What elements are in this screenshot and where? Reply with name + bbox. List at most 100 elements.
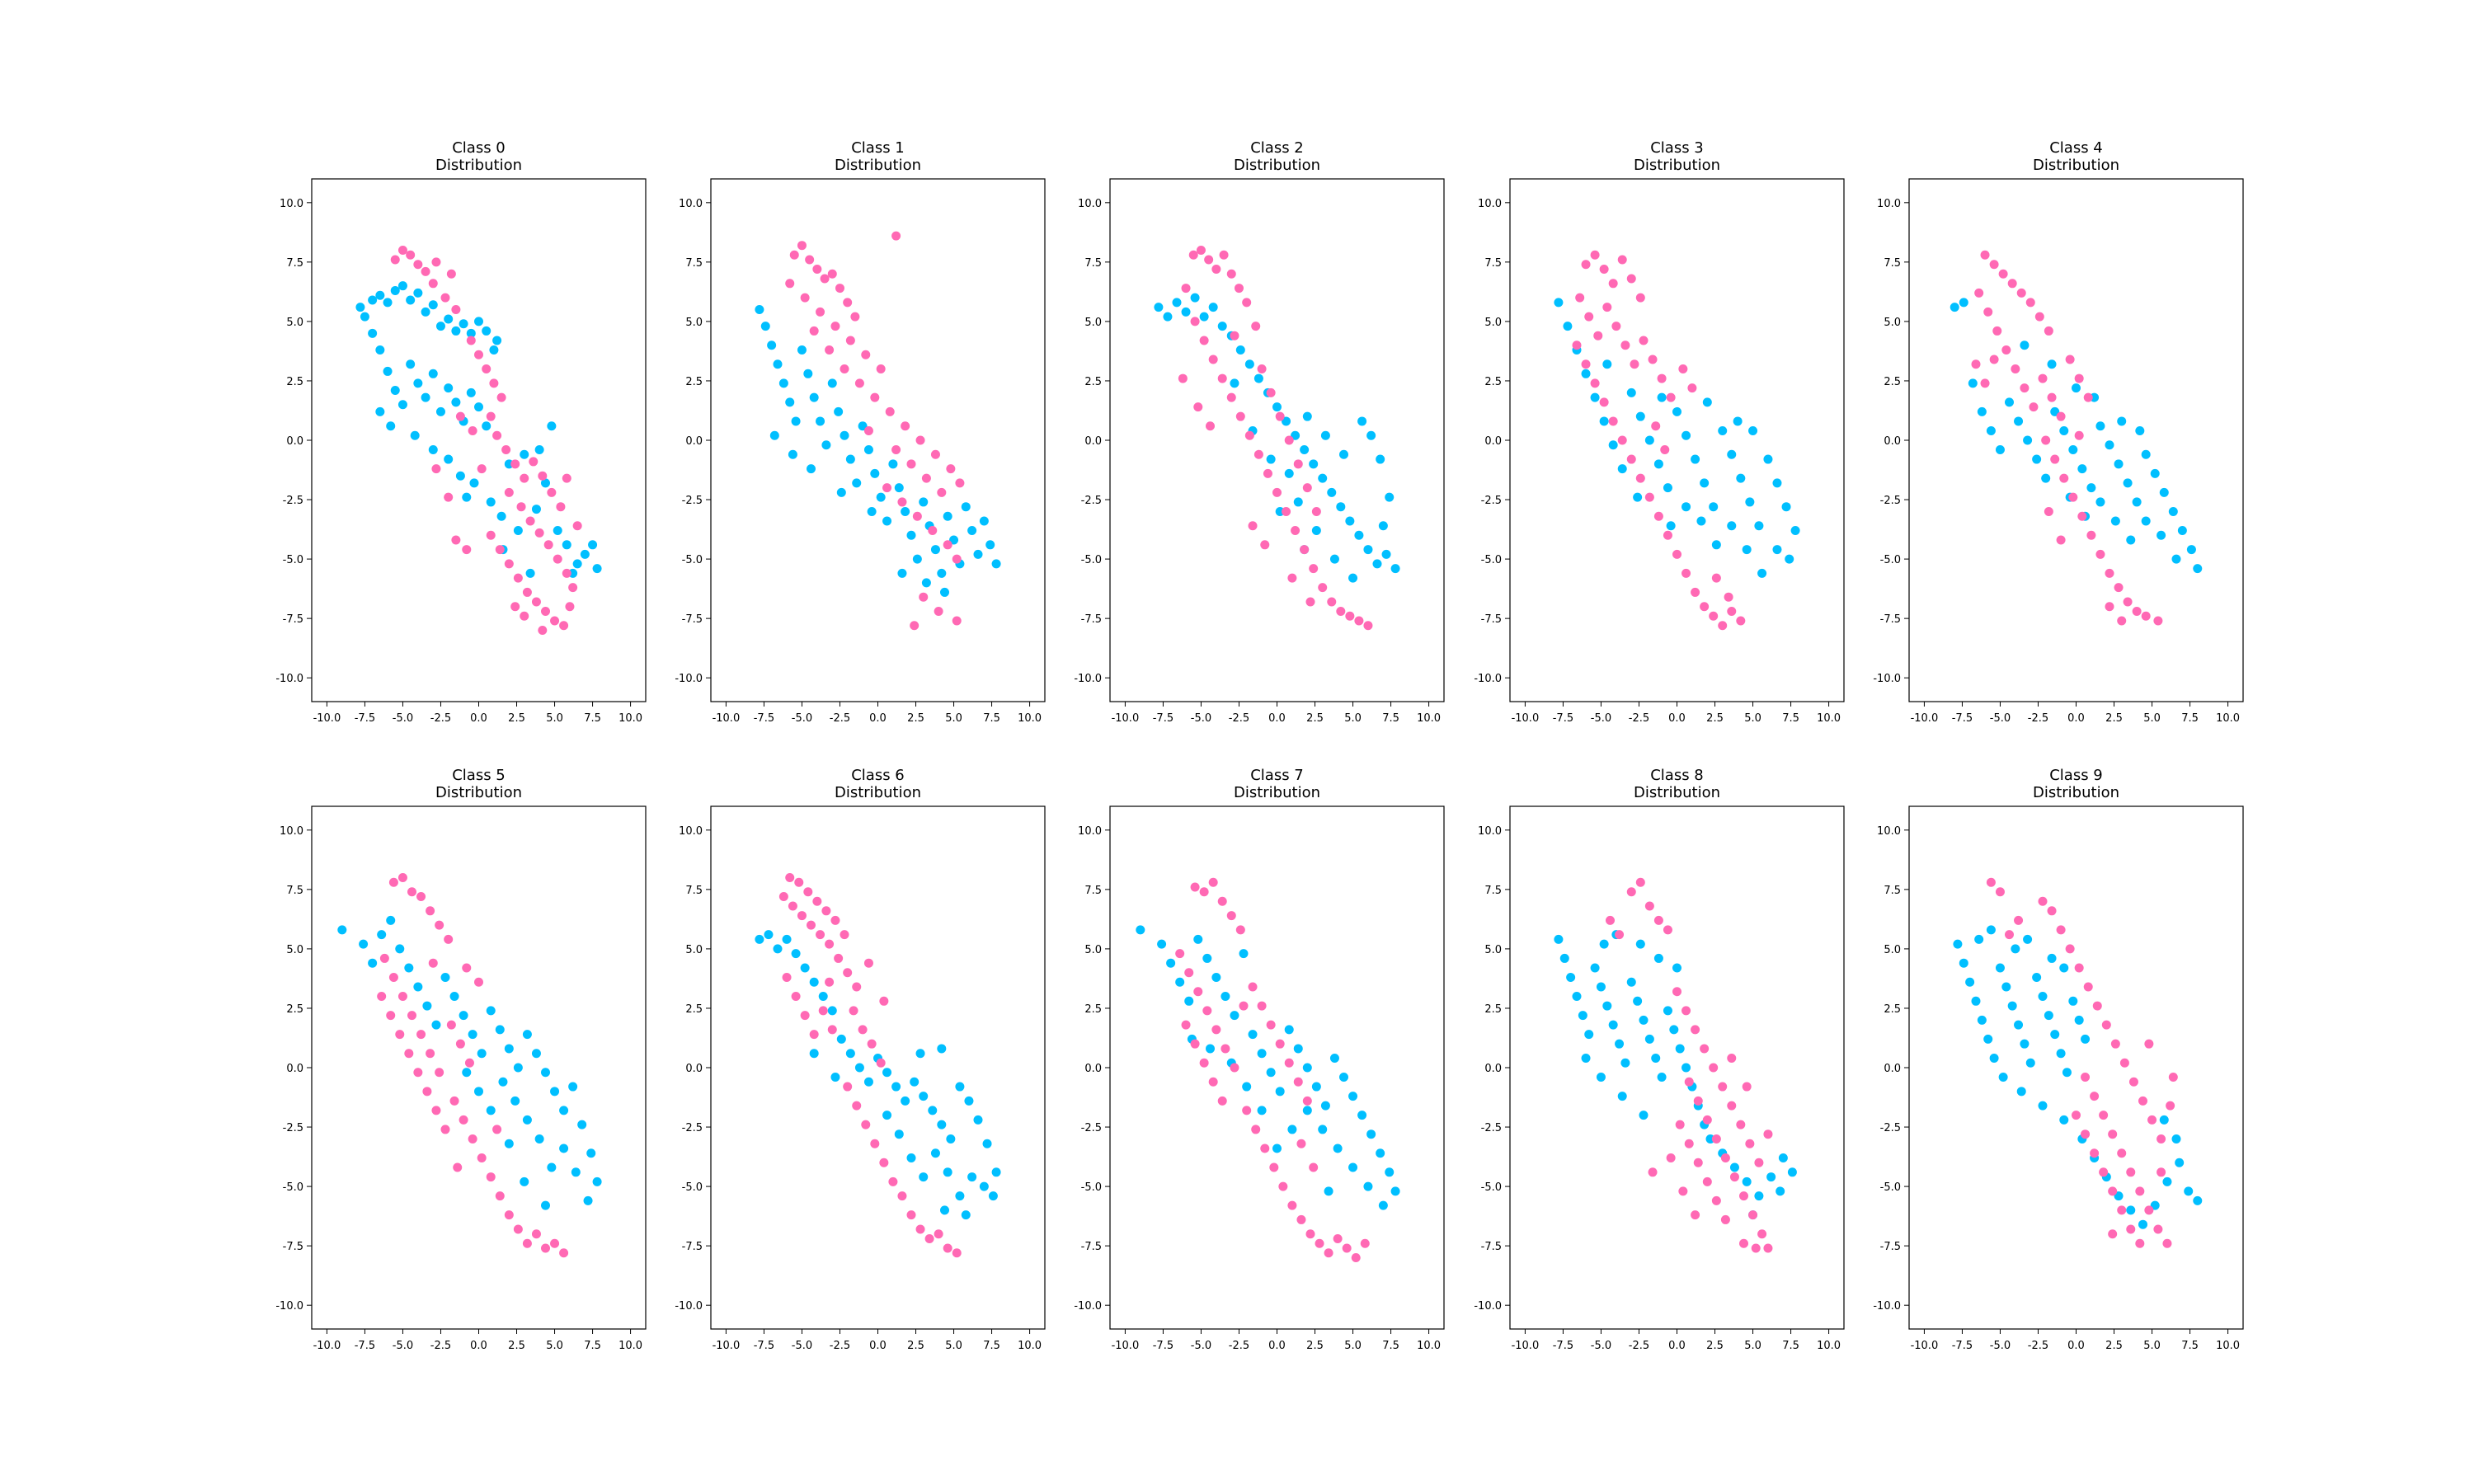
x-tick-label: -10.0 (1512, 712, 1540, 725)
scatter-point-series-0 (1681, 1063, 1691, 1073)
scatter-point-series-0 (2007, 1001, 2017, 1011)
scatter-point-series-1 (2081, 1129, 2091, 1139)
scatter-point-series-1 (882, 483, 892, 493)
scatter-point-series-1 (435, 920, 444, 930)
scatter-point-series-1 (943, 1243, 952, 1253)
scatter-point-series-1 (1727, 606, 1737, 616)
scatter-point-series-1 (541, 1243, 550, 1253)
scatter-point-series-1 (2025, 298, 2035, 308)
scatter-point-series-0 (891, 1082, 901, 1092)
scatter-point-series-1 (843, 1082, 853, 1092)
scatter-point-series-1 (390, 255, 400, 265)
scatter-point-series-1 (1572, 340, 1582, 350)
scatter-point-series-1 (897, 1191, 907, 1201)
scatter-point-series-0 (486, 497, 496, 507)
scatter-point-series-0 (466, 328, 476, 338)
scatter-point-series-0 (492, 336, 502, 345)
scatter-point-series-1 (2072, 1111, 2081, 1120)
y-tick-label: -2.5 (1880, 495, 1901, 507)
scatter-point-series-0 (2175, 1158, 2185, 1167)
scatter-point-series-0 (1950, 303, 1959, 312)
scatter-point-series-0 (1653, 459, 1663, 469)
scatter-point-series-1 (1693, 1096, 1703, 1106)
scatter-point-series-1 (2166, 1101, 2175, 1111)
scatter-point-series-1 (825, 939, 835, 949)
scatter-point-series-1 (924, 1233, 934, 1243)
scatter-point-series-1 (1644, 492, 1654, 502)
scatter-point-series-0 (2171, 554, 2181, 564)
scatter-point-series-0 (2011, 944, 2020, 954)
y-tick-label: 0.0 (1884, 1063, 1901, 1075)
x-tick-label: 0.0 (1668, 712, 1686, 725)
scatter-point-series-0 (1663, 483, 1672, 493)
scatter-point-series-1 (406, 250, 416, 260)
x-tick-label: 0.0 (1268, 1340, 1286, 1352)
scatter-point-series-0 (827, 378, 837, 388)
y-tick-label: -7.5 (1880, 1241, 1901, 1253)
scatter-point-series-0 (1284, 468, 1294, 478)
scatter-point-series-0 (571, 1167, 581, 1177)
scatter-point-series-1 (1257, 364, 1267, 374)
x-tick-label: 2.5 (1306, 712, 1324, 725)
scatter-point-series-0 (1339, 449, 1348, 459)
scatter-point-series-0 (1633, 492, 1643, 502)
scatter-point-series-1 (1199, 887, 1209, 897)
scatter-point-series-0 (1772, 545, 1782, 555)
scatter-point-series-1 (827, 1025, 837, 1035)
scatter-point-series-0 (1983, 1034, 1993, 1044)
y-tick-label: -7.5 (1880, 613, 1901, 626)
scatter-point-series-1 (468, 1134, 477, 1144)
scatter-point-series-1 (451, 535, 461, 545)
scatter-point-series-1 (791, 992, 801, 1002)
scatter-point-series-0 (1974, 934, 1984, 944)
scatter-point-series-1 (468, 425, 477, 435)
scatter-point-series-1 (2056, 925, 2066, 935)
scatter-point-series-1 (1217, 896, 1227, 906)
subplot-title: Class 0 (452, 139, 506, 157)
scatter-point-series-1 (830, 322, 840, 331)
scatter-point-series-0 (2074, 1015, 2084, 1025)
scatter-point-series-0 (2141, 516, 2151, 526)
scatter-point-series-0 (1244, 359, 1254, 369)
x-tick-label: -2.5 (830, 1340, 850, 1352)
scatter-point-series-1 (482, 364, 492, 374)
y-tick-label: -2.5 (1481, 1122, 1502, 1134)
y-tick-label: 10.0 (1078, 198, 1102, 210)
scatter-point-series-1 (2099, 1167, 2109, 1177)
scatter-point-series-0 (955, 1191, 965, 1201)
scatter-point-series-1 (1269, 1162, 1279, 1172)
subplot-title: Class 8 (1650, 767, 1704, 784)
scatter-point-series-0 (1959, 298, 1968, 308)
scatter-point-series-0 (1345, 516, 1355, 526)
scatter-point-series-0 (937, 1120, 947, 1129)
scatter-point-series-0 (1754, 521, 1764, 531)
scatter-point-series-1 (2044, 326, 2053, 336)
scatter-point-series-0 (1266, 1068, 1276, 1078)
scatter-point-series-1 (446, 1020, 456, 1030)
scatter-point-series-1 (952, 554, 962, 564)
scatter-point-series-0 (449, 992, 459, 1002)
scatter-point-series-0 (1378, 521, 1388, 531)
axes-frame (311, 178, 647, 702)
scatter-point-series-1 (2132, 606, 2142, 616)
x-tick-label: -5.0 (1591, 712, 1611, 725)
scatter-point-series-0 (1363, 545, 1373, 555)
scatter-point-series-1 (426, 1049, 435, 1059)
x-tick-label: -10.0 (313, 712, 341, 725)
y-tick-label: 0.0 (286, 435, 303, 448)
scatter-point-series-1 (1196, 245, 1206, 255)
scatter-point-series-0 (2135, 425, 2145, 435)
scatter-point-series-1 (952, 1248, 962, 1258)
scatter-point-series-1 (1275, 411, 1285, 421)
scatter-point-series-0 (1998, 1073, 2008, 1082)
scatter-point-series-1 (1648, 1167, 1658, 1177)
scatter-point-series-1 (404, 1049, 414, 1059)
scatter-point-series-1 (1199, 336, 1209, 345)
scatter-point-series-0 (495, 1025, 505, 1035)
scatter-point-series-1 (1309, 1162, 1319, 1172)
y-tick-label: 0.0 (685, 435, 703, 448)
scatter-point-series-1 (477, 1153, 487, 1163)
scatter-point-series-1 (1718, 1082, 1728, 1092)
scatter-point-series-1 (1257, 1001, 1267, 1011)
scatter-point-series-1 (1175, 949, 1185, 959)
